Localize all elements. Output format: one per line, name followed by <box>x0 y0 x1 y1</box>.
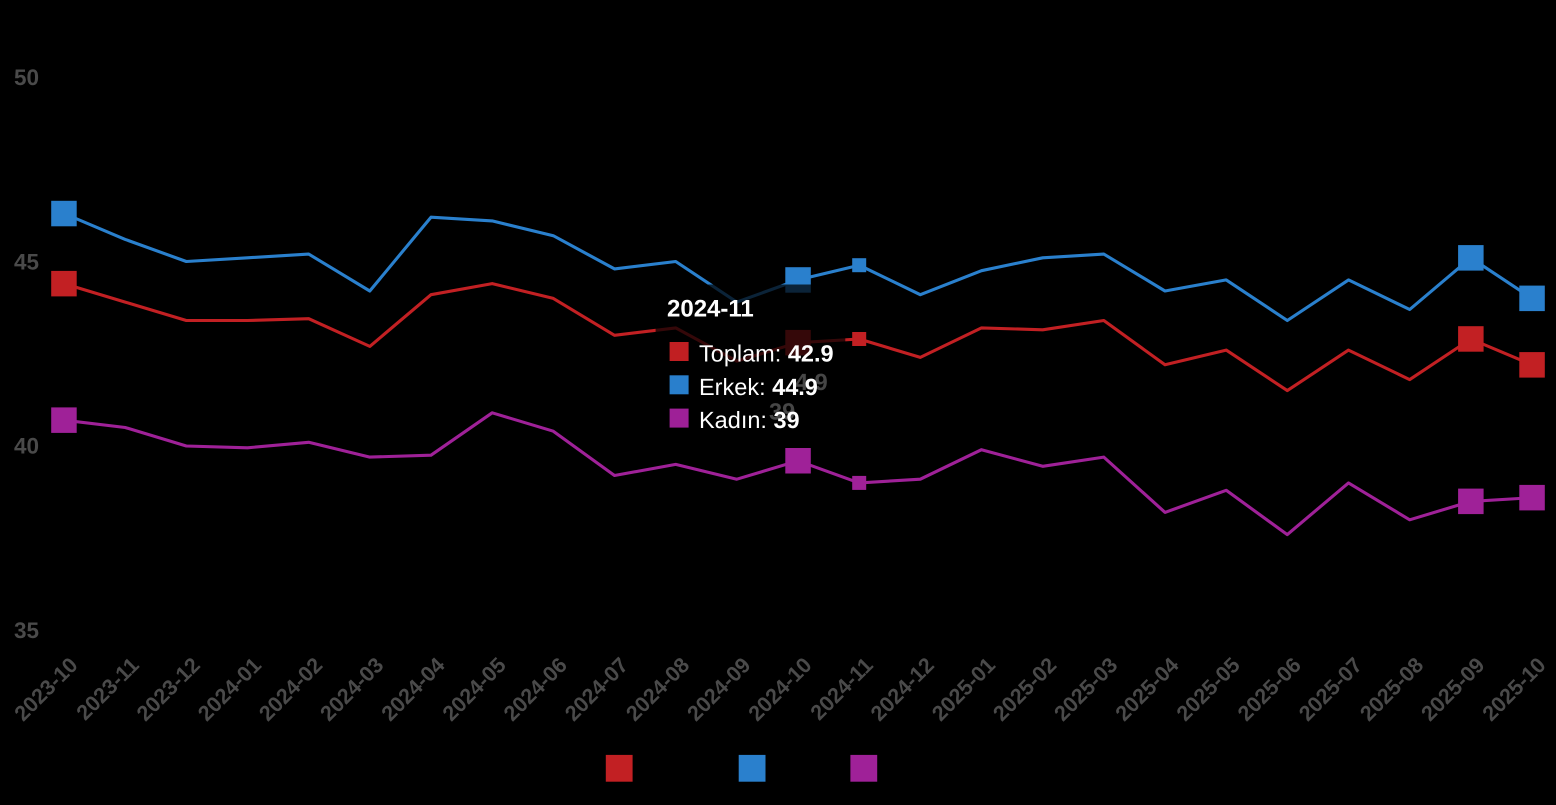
svg-text:Kadın: 39: Kadın: 39 <box>699 407 800 433</box>
svg-text:45: 45 <box>14 249 39 274</box>
svg-text:50: 50 <box>14 65 39 90</box>
svg-text:Erkek: 44.9: Erkek: 44.9 <box>699 374 818 400</box>
svg-text:Toplam: 42.9: Toplam: 42.9 <box>699 341 834 367</box>
svg-text:39: 39 <box>769 399 795 425</box>
svg-text:4.9: 4.9 <box>795 369 828 395</box>
svg-text:40: 40 <box>14 434 39 459</box>
svg-text:35: 35 <box>14 618 39 643</box>
svg-text:2024-11: 2024-11 <box>667 296 754 323</box>
